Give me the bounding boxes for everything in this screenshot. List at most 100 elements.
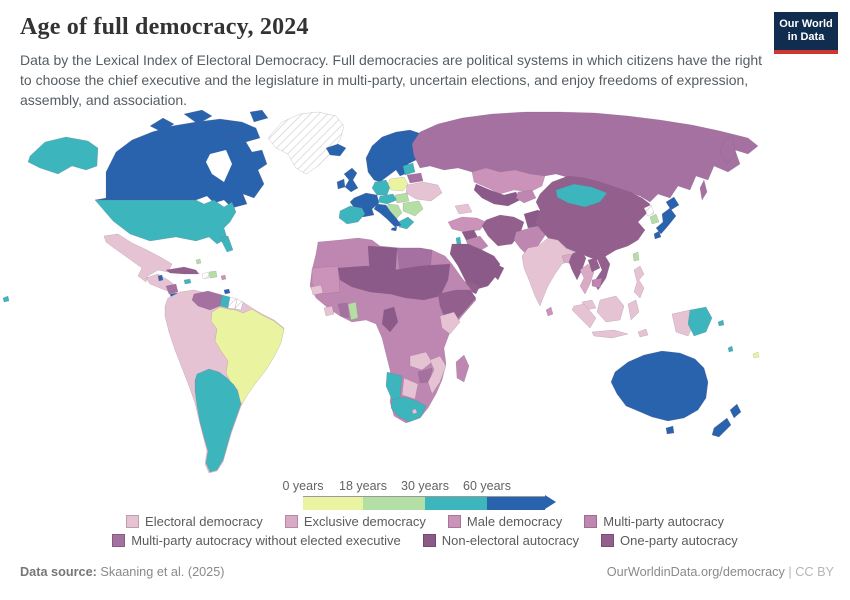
map-region-south-korea[interactable] [649, 213, 660, 225]
map-region-uk[interactable] [343, 167, 359, 193]
page-title: Age of full democracy, 2024 [20, 14, 309, 40]
map-region-bahamas[interactable] [195, 258, 202, 265]
owid-logo[interactable]: Our World in Data [774, 12, 838, 54]
map-region-arctic-islands[interactable] [149, 110, 269, 139]
age-scale-segment-0-18[interactable] [303, 497, 363, 510]
map-region-philippines[interactable] [633, 265, 645, 299]
map-region-ireland[interactable] [336, 178, 346, 190]
map-region-russia[interactable] [411, 111, 759, 203]
map-region-ghana[interactable] [347, 301, 359, 321]
map-region-japan-kyushu[interactable] [653, 230, 662, 240]
map-region-caucasus[interactable] [454, 203, 473, 215]
map-region-australia[interactable] [610, 350, 709, 422]
map-region-south-africa[interactable] [390, 396, 427, 423]
map-region-sulawesi[interactable] [627, 299, 640, 321]
map-region-north-korea[interactable] [643, 204, 655, 217]
age-scale-segment-30-60[interactable] [425, 497, 487, 510]
map-region-japan-honshu[interactable] [655, 207, 677, 235]
map-region-nicaragua[interactable] [165, 283, 179, 295]
map-region-new-zealand-north[interactable] [729, 403, 742, 419]
map-region-madagascar[interactable] [455, 354, 470, 383]
map-region-venezuela[interactable] [191, 290, 223, 311]
map-region-sicily[interactable] [390, 226, 398, 232]
map-region-kazakhstan[interactable] [471, 167, 546, 195]
map-region-germany[interactable] [371, 179, 391, 196]
map-region-baltics[interactable] [402, 162, 416, 176]
map-region-japan-hokkaido[interactable] [665, 196, 680, 211]
map-region-liberia[interactable] [323, 305, 335, 317]
map-region-java[interactable] [591, 329, 629, 339]
legend-item-multi-party-autocracy-no-exec[interactable]: Multi-party autocracy without elected ex… [112, 533, 401, 548]
legend-item-multi-party-autocracy[interactable]: Multi-party autocracy [584, 514, 724, 529]
map-region-kenya[interactable] [439, 311, 461, 335]
map-region-solomon-islands[interactable] [717, 319, 725, 327]
map-region-uzbekistan-turkmenistan[interactable] [473, 183, 521, 207]
map-region-timor[interactable] [637, 328, 649, 338]
map-region-fiji[interactable] [752, 351, 760, 359]
map-region-lesotho[interactable] [411, 408, 418, 415]
map-region-jamaica[interactable] [183, 278, 192, 285]
map-region-romania-bulgaria[interactable] [402, 200, 424, 217]
map-region-belize[interactable] [157, 274, 164, 282]
age-scale-segment-18-30[interactable] [363, 497, 425, 510]
owid-link[interactable]: OurWorldinData.org/democracy [606, 565, 785, 579]
map-region-taiwan[interactable] [632, 251, 640, 262]
map-region-iberia[interactable] [338, 205, 366, 225]
map-region-kyrgyzstan-tajikistan[interactable] [515, 189, 537, 204]
map-region-ukraine[interactable] [405, 181, 443, 202]
map-region-hungary-slovakia[interactable] [394, 192, 410, 204]
map-region-poland[interactable] [387, 176, 409, 192]
map-region-hawaii[interactable] [2, 295, 10, 303]
map-region-sumatra[interactable] [571, 303, 597, 329]
map-region-cuba[interactable] [165, 266, 200, 275]
map-region-mozambique[interactable] [427, 355, 447, 395]
map-region-usa[interactable] [94, 199, 237, 253]
map-region-tasmania[interactable] [665, 425, 675, 435]
map-region-sahel-belt[interactable] [337, 263, 451, 301]
map-region-zambia[interactable] [409, 351, 433, 371]
legend-item-non-electoral-autocracy[interactable]: Non-electoral autocracy [422, 533, 579, 548]
age-scale-bar[interactable] [303, 496, 545, 510]
map-region-turkey[interactable] [447, 216, 487, 233]
map-region-botswana[interactable] [401, 377, 419, 400]
map-region-namibia[interactable] [385, 371, 403, 403]
map-region-oman[interactable] [491, 263, 505, 281]
map-region-haiti[interactable] [201, 271, 210, 280]
age-scale-label-60: 60 years [463, 479, 511, 493]
map-region-ivory-coast[interactable] [337, 302, 350, 319]
map-region-belarus[interactable] [406, 172, 424, 184]
map-region-french-guiana[interactable] [234, 298, 244, 311]
map-region-puerto-rico[interactable] [220, 274, 227, 281]
map-region-saudi-arabia[interactable] [449, 243, 501, 291]
map-region-papua-new-guinea[interactable] [687, 306, 713, 337]
map-region-alaska[interactable] [27, 136, 99, 175]
map-region-sri-lanka[interactable] [545, 306, 554, 317]
map-region-new-zealand-south[interactable] [711, 417, 732, 438]
map-region-myanmar[interactable] [568, 249, 587, 281]
map-region-cameroon-gabon[interactable] [381, 306, 399, 333]
map-region-mongolia[interactable] [555, 183, 608, 208]
map-region-argentina-chile[interactable] [194, 368, 242, 473]
legend-item-exclusive-democracy[interactable]: Exclusive democracy [284, 514, 426, 529]
legend-item-male-democracy[interactable]: Male democracy [447, 514, 562, 529]
map-region-mexico[interactable] [103, 233, 173, 283]
map-region-greenland[interactable] [267, 111, 345, 175]
map-region-vanuatu[interactable] [727, 345, 734, 353]
map-region-laos[interactable] [587, 257, 601, 273]
map-region-brazil[interactable] [210, 306, 285, 405]
map-region-greece[interactable] [397, 216, 415, 230]
map-region-trinidad[interactable] [223, 288, 231, 295]
map-region-senegal[interactable] [310, 284, 324, 296]
map-region-iceland[interactable] [325, 143, 347, 157]
map-region-czech-austria[interactable] [377, 193, 398, 205]
map-region-thailand[interactable] [579, 263, 595, 295]
age-scale-segment-60-plus[interactable] [487, 497, 545, 510]
map-region-borneo[interactable] [596, 295, 625, 323]
license-badge[interactable]: | CC BY [784, 565, 834, 579]
legend-item-electoral-democracy[interactable]: Electoral democracy [126, 514, 263, 529]
map-region-cambodia[interactable] [591, 277, 603, 289]
map-region-dominican-republic[interactable] [208, 270, 218, 279]
map-region-india[interactable] [521, 237, 576, 307]
legend-item-one-party-autocracy[interactable]: One-party autocracy [601, 533, 738, 548]
map-region-italy[interactable] [373, 203, 402, 228]
